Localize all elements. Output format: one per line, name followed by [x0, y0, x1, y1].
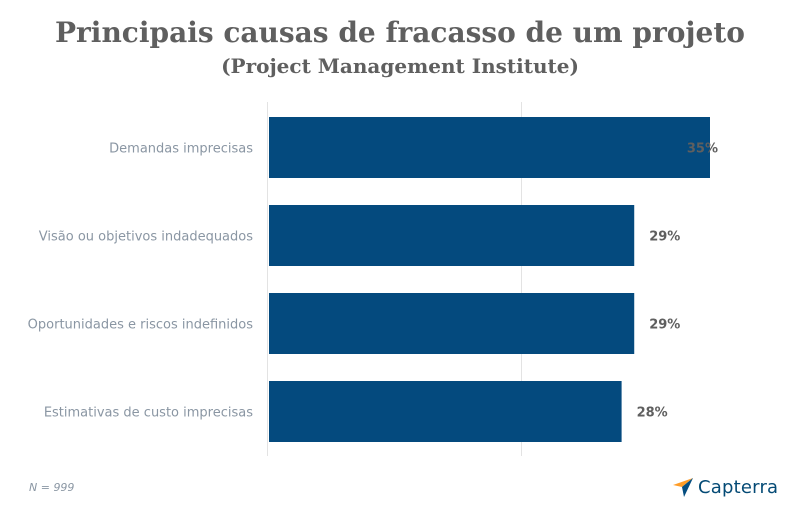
- capterra-arrow-icon: [673, 478, 693, 497]
- category-labels: Demandas imprecisas Visão ou objetivos in…: [28, 142, 254, 421]
- capterra-logo: Capterra: [672, 476, 778, 498]
- category-label-1: Visão ou objetivos indadequados: [39, 230, 253, 245]
- value-label-0: 35%: [687, 142, 718, 157]
- category-label-2: Oportunidades e riscos indefinidos: [28, 318, 254, 333]
- bar-2: [269, 293, 635, 354]
- category-label-0: Demandas imprecisas: [109, 142, 253, 157]
- value-label-2: 29%: [649, 318, 680, 333]
- category-label-3: Estimativas de custo imprecisas: [44, 406, 253, 421]
- bar-1: [269, 205, 635, 266]
- value-labels: 35% 29% 29% 28%: [637, 142, 718, 421]
- bar-0: [269, 117, 710, 178]
- sample-size-note: N = 999: [29, 481, 75, 494]
- bars: [269, 117, 710, 442]
- chart-subtitle: (Project Management Institute): [221, 54, 579, 78]
- value-label-3: 28%: [637, 406, 668, 421]
- value-label-1: 29%: [649, 230, 680, 245]
- capterra-wordmark: Capterra: [698, 476, 779, 498]
- chart-title: Principais causas de fracasso de um proj…: [55, 16, 745, 49]
- bar-3: [269, 381, 622, 442]
